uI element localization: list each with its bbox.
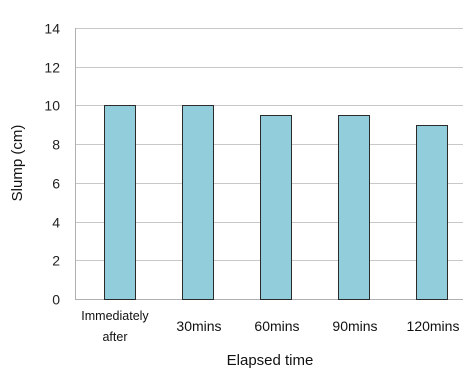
x-tick-labels: Immediately after 30mins 60mins 90mins 120min… (81, 309, 459, 344)
x-tick-label: 30mins (176, 318, 221, 334)
x-tick-label: 120mins (407, 318, 460, 334)
x-tick-label: after (102, 330, 127, 344)
bars (104, 105, 448, 300)
y-tick-label: 2 (52, 253, 60, 269)
bar-immediately-after (104, 105, 136, 300)
y-tick-label: 6 (52, 176, 60, 192)
y-tick-label: 12 (44, 60, 60, 76)
x-tick-label: 60mins (254, 318, 299, 334)
y-tick-labels: 0 2 4 6 8 10 12 14 (44, 21, 60, 308)
x-tick-label: Immediately (81, 309, 149, 323)
y-tick-label: 0 (52, 292, 60, 308)
bar-60mins (260, 115, 292, 300)
x-tick-label: 90mins (332, 318, 377, 334)
y-tick-label: 8 (52, 137, 60, 153)
y-tick-label: 10 (44, 98, 60, 114)
bar-90mins (338, 115, 370, 300)
bar-30mins (182, 105, 214, 300)
y-axis-title: Slump (cm) (9, 125, 26, 202)
x-axis-title: Elapsed time (227, 352, 314, 369)
y-tick-label: 4 (52, 215, 60, 231)
y-tick-label: 14 (44, 21, 60, 37)
bar-120mins (416, 125, 448, 300)
